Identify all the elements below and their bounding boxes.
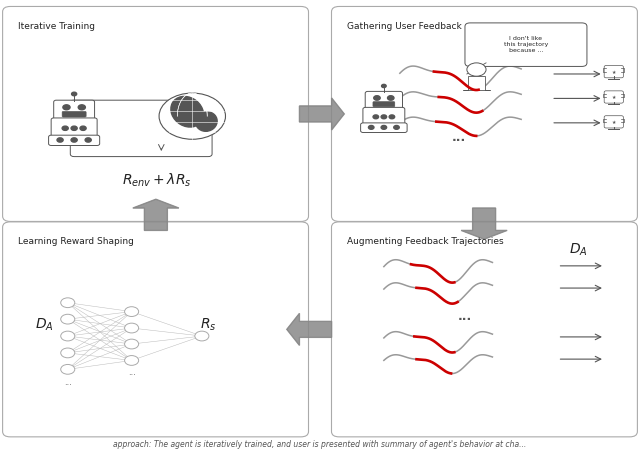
Circle shape xyxy=(467,63,486,76)
FancyBboxPatch shape xyxy=(363,107,405,126)
Text: Iterative Training: Iterative Training xyxy=(18,22,95,31)
Text: ...: ... xyxy=(127,368,136,377)
FancyBboxPatch shape xyxy=(332,222,637,437)
Circle shape xyxy=(381,84,386,88)
FancyBboxPatch shape xyxy=(604,66,623,78)
FancyBboxPatch shape xyxy=(373,101,395,107)
Text: ...: ... xyxy=(458,309,472,322)
Polygon shape xyxy=(300,98,344,130)
Circle shape xyxy=(125,339,139,349)
FancyBboxPatch shape xyxy=(49,135,100,145)
Circle shape xyxy=(71,126,77,130)
Circle shape xyxy=(78,105,85,110)
Circle shape xyxy=(195,331,209,341)
Circle shape xyxy=(159,93,225,139)
FancyBboxPatch shape xyxy=(51,118,97,138)
Circle shape xyxy=(61,348,75,358)
Text: ★: ★ xyxy=(612,120,616,125)
Circle shape xyxy=(369,125,374,129)
Circle shape xyxy=(63,105,70,110)
Text: $D_A$: $D_A$ xyxy=(570,241,588,258)
Text: $R_s$: $R_s$ xyxy=(200,317,216,333)
Circle shape xyxy=(57,138,63,142)
Circle shape xyxy=(61,331,75,341)
Text: Learning Reward Shaping: Learning Reward Shaping xyxy=(18,237,134,246)
Circle shape xyxy=(125,307,139,317)
Circle shape xyxy=(85,138,92,142)
Circle shape xyxy=(71,138,77,142)
Ellipse shape xyxy=(195,112,217,131)
FancyBboxPatch shape xyxy=(62,111,86,117)
Circle shape xyxy=(373,115,379,119)
Text: approach: The agent is iteratively trained, and user is presented with summary o: approach: The agent is iteratively train… xyxy=(113,440,527,449)
Text: Gathering User Feedback: Gathering User Feedback xyxy=(347,22,461,31)
Circle shape xyxy=(125,323,139,333)
Circle shape xyxy=(125,356,139,365)
Polygon shape xyxy=(463,76,490,89)
Text: Augmenting Feedback Trajectories: Augmenting Feedback Trajectories xyxy=(347,237,504,246)
Circle shape xyxy=(80,126,86,130)
Circle shape xyxy=(394,125,399,129)
Circle shape xyxy=(72,92,77,96)
Ellipse shape xyxy=(171,97,204,127)
Polygon shape xyxy=(461,208,507,239)
Circle shape xyxy=(61,298,75,308)
Circle shape xyxy=(381,115,387,119)
FancyBboxPatch shape xyxy=(332,6,637,221)
FancyBboxPatch shape xyxy=(465,23,587,66)
Text: $D_A$: $D_A$ xyxy=(35,317,54,333)
Text: ...: ... xyxy=(452,131,467,144)
FancyBboxPatch shape xyxy=(365,92,403,110)
Circle shape xyxy=(61,365,75,374)
Circle shape xyxy=(389,115,395,119)
FancyBboxPatch shape xyxy=(604,91,623,103)
FancyBboxPatch shape xyxy=(3,6,308,221)
Circle shape xyxy=(62,126,68,130)
FancyBboxPatch shape xyxy=(54,100,95,121)
Circle shape xyxy=(61,314,75,324)
Text: ★: ★ xyxy=(612,95,616,100)
Polygon shape xyxy=(133,199,179,230)
Text: $R_{env} + \lambda R_s$: $R_{env} + \lambda R_s$ xyxy=(122,172,192,189)
Circle shape xyxy=(374,96,380,100)
Circle shape xyxy=(388,96,394,100)
Polygon shape xyxy=(287,313,332,345)
FancyBboxPatch shape xyxy=(360,123,407,132)
Text: ★: ★ xyxy=(612,70,616,75)
Text: ...: ... xyxy=(64,378,72,387)
FancyBboxPatch shape xyxy=(604,116,623,128)
FancyBboxPatch shape xyxy=(3,222,308,437)
Text: I don't like
this trajectory
because ...: I don't like this trajectory because ... xyxy=(504,36,548,53)
Circle shape xyxy=(381,125,387,129)
